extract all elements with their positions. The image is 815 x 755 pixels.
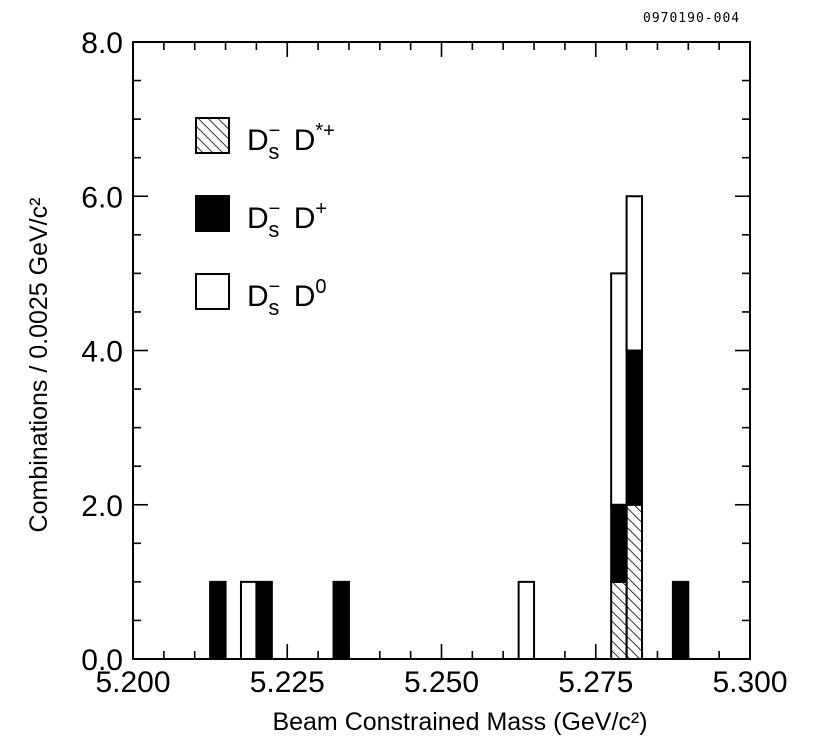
x-tick-label-0: 5.200 (95, 666, 170, 699)
y-tick-label-1: 2.0 (81, 490, 123, 523)
bar-series2-bin0 (239, 580, 258, 660)
bar-series0-bin1 (625, 503, 644, 660)
bar-series2-bin2 (610, 272, 628, 506)
bar-series0-bin0 (610, 580, 628, 660)
plot-frame (132, 41, 751, 660)
x-tick-labels: 5.200 5.225 5.250 5.275 5.300 (95, 666, 787, 699)
figure-id: 0970190-004 (643, 11, 740, 26)
x-tick-label-3: 5.275 (558, 666, 633, 699)
bar-series2-bin1 (517, 580, 536, 660)
x-axis-label: Beam Constrained Mass (GeV/c²) (272, 708, 647, 736)
bar-series1-bin2 (332, 580, 350, 660)
legend-label-0: D− s D*+ (247, 120, 335, 164)
legend-swatch-1 (195, 195, 230, 232)
y-tick-labels: 0.0 2.0 4.0 6.0 8.0 (81, 27, 123, 677)
x-tick-label-2: 5.250 (404, 666, 479, 699)
bar-series1-bin4 (625, 349, 644, 506)
x-tick-label-4: 5.300 (712, 666, 787, 699)
x-tick-label-1: 5.225 (250, 666, 325, 699)
bar-series2-bin3 (625, 195, 644, 352)
legend-swatch-0 (195, 117, 230, 154)
bar-series1-bin0 (209, 580, 227, 660)
legend-label-1: D− s D+ (247, 198, 327, 242)
bar-series1-bin5 (671, 580, 690, 660)
y-tick-label-2: 4.0 (81, 336, 123, 369)
legend-label-2: D− s D0 (247, 276, 327, 320)
legend: D− s D*+ D− s D+ D− s D0 (195, 117, 335, 320)
histogram-bars (209, 195, 690, 660)
y-axis-label: Combinations / 0.0025 GeV/c² (25, 198, 53, 533)
y-tick-label-3: 6.0 (81, 181, 123, 214)
bar-series1-bin1 (255, 580, 273, 660)
y-tick-label-4: 8.0 (81, 27, 123, 60)
bar-series1-bin3 (610, 503, 628, 583)
y-tick-label-0: 0.0 (81, 644, 123, 677)
legend-swatch-2 (195, 273, 230, 310)
